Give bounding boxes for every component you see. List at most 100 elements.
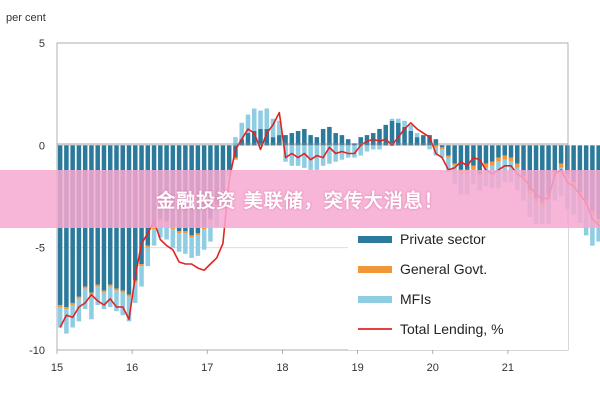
bar-mfis [95, 286, 100, 305]
y-tick-label: 0 [39, 140, 45, 152]
bar-mfis [176, 233, 182, 252]
bar-private-sector [408, 131, 414, 146]
bar-general-govt [107, 284, 113, 287]
legend-label: Private sector [400, 231, 486, 247]
bar-private-sector [339, 135, 345, 146]
bar-general-govt [433, 145, 439, 148]
bar-mfis [427, 145, 432, 150]
x-tick-label: 15 [51, 362, 63, 374]
bar-mfis [245, 114, 251, 134]
bar-mfis [352, 145, 357, 158]
bar-private-sector [289, 133, 295, 146]
bar-mfis [151, 229, 157, 246]
bar-general-govt [452, 163, 457, 166]
bar-mfis [82, 288, 88, 310]
bar-mfis [408, 124, 414, 132]
bar-private-sector [565, 145, 570, 174]
bar-general-govt [195, 233, 201, 236]
bar-mfis [364, 145, 370, 152]
bar-private-sector [364, 135, 370, 146]
bar-mfis [170, 229, 176, 248]
bar-general-govt [139, 264, 144, 267]
bar-general-govt [151, 227, 157, 230]
bar-general-govt [483, 163, 489, 168]
bar-private-sector [220, 145, 226, 191]
bar-private-sector [577, 145, 583, 193]
bar-general-govt [57, 304, 63, 308]
bar-mfis [270, 118, 276, 138]
bar-general-govt [508, 157, 514, 162]
bar-private-sector [295, 131, 301, 146]
bar-general-govt [126, 294, 132, 297]
bar-private-sector [496, 145, 501, 158]
bar-general-govt [89, 292, 94, 295]
bar-private-sector [527, 145, 533, 191]
bar-private-sector [396, 122, 401, 146]
bar-private-sector [458, 145, 464, 170]
bar-mfis [396, 118, 401, 123]
bar-mfis [358, 145, 363, 156]
bar-mfis [389, 118, 395, 121]
bar-mfis [345, 145, 351, 158]
bar-mfis [289, 145, 295, 166]
bar-general-govt [183, 231, 188, 234]
bar-private-sector [245, 133, 251, 146]
bar-mfis [189, 237, 194, 258]
bar-private-sector [446, 145, 451, 156]
bar-mfis [183, 233, 188, 254]
bar-private-sector [308, 135, 313, 146]
bar-private-sector [502, 145, 507, 156]
bar-mfis [101, 292, 107, 310]
legend-swatch [358, 236, 392, 243]
bar-general-govt [439, 147, 445, 150]
bar-private-sector [515, 145, 520, 164]
bar-mfis [158, 221, 163, 238]
bar-general-govt [145, 245, 151, 248]
legend-swatch [358, 266, 392, 273]
bar-private-sector [427, 135, 432, 146]
bar-private-sector [345, 139, 351, 146]
bar-private-sector [402, 126, 407, 146]
bar-private-sector [464, 145, 470, 170]
x-tick-labels: 15 16 17 18 19 20 21 [51, 350, 514, 374]
bar-mfis [76, 298, 82, 322]
bar-private-sector [258, 128, 263, 146]
bar-private-sector [433, 139, 439, 146]
bar-private-sector [283, 135, 288, 146]
bar-mfis [370, 145, 376, 150]
bar-mfis [195, 235, 201, 256]
bar-mfis [258, 110, 263, 129]
bar-private-sector [414, 137, 420, 146]
bar-private-sector [489, 145, 495, 162]
bar-private-sector [383, 124, 389, 146]
x-tick-label: 18 [276, 362, 288, 374]
bar-mfis [139, 266, 144, 287]
bar-mfis [64, 309, 69, 334]
bar-general-govt [446, 155, 451, 158]
bar-mfis [126, 296, 132, 322]
bar-mfis [439, 149, 445, 158]
bar-general-govt [471, 165, 476, 170]
bar-general-govt [64, 307, 69, 310]
bar-mfis [295, 145, 301, 166]
bar-general-govt [558, 163, 564, 168]
bar-mfis [114, 290, 119, 312]
bar-private-sector [377, 128, 382, 146]
legend-label: MFIs [400, 291, 431, 307]
bar-general-govt [170, 227, 176, 230]
bar-private-sector [439, 145, 445, 148]
x-tick-label: 16 [126, 362, 138, 374]
x-tick-label: 20 [427, 362, 439, 374]
bar-mfis [590, 214, 595, 246]
promo-banner[interactable]: 金融投资 美联储，突传大消息！ [0, 170, 600, 228]
bar-mfis [120, 292, 126, 316]
bar-general-govt [114, 288, 119, 291]
bar-private-sector [302, 128, 307, 146]
bar-mfis [107, 286, 113, 308]
bar-general-govt [515, 163, 520, 168]
legend-label: Total Lending, % [400, 321, 504, 337]
bar-mfis [264, 108, 270, 129]
bar-mfis [596, 223, 600, 242]
bar-general-govt [233, 157, 238, 160]
bar-mfis [277, 120, 282, 136]
